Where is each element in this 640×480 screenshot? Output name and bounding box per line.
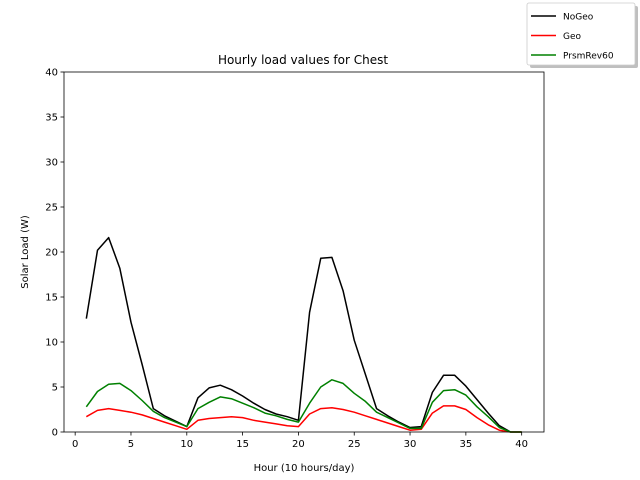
axes-layer: 0 5 10 15 20 25 30 35 40 0 5 10 15 20 25 30 35 40 (45, 68, 545, 450)
x-tick-label: 25 (348, 439, 361, 450)
series-line-geo (85, 405, 522, 433)
y-tick-label: 10 (45, 338, 58, 349)
plot-area (64, 72, 544, 432)
y-tick-label: 15 (45, 293, 58, 304)
chart-title: Hourly load values for Chest (218, 53, 388, 67)
y-tick-label: 5 (52, 383, 58, 394)
x-tick-label: 0 (72, 439, 78, 450)
series-layer (85, 236, 522, 433)
y-tick-label: 40 (45, 68, 58, 79)
legend-label-prsmrev60: PrsmRev60 (563, 52, 614, 62)
x-tick-label: 30 (404, 439, 417, 450)
legend-box (526, 2, 636, 66)
y-tick-label: 35 (45, 113, 58, 124)
y-tick-label: 30 (45, 158, 58, 169)
legend: NoGeo Geo PrsmRev60 (526, 2, 638, 68)
x-tick-label: 35 (459, 439, 472, 450)
series-line-prsmrev60 (85, 379, 522, 433)
y-tick-label: 0 (52, 428, 58, 439)
x-tick-label: 15 (236, 439, 249, 450)
y-tick-label: 25 (45, 203, 58, 214)
y-axis-label: Solar Load (W) (20, 215, 31, 289)
x-axis-label: Hour (10 hours/day) (254, 463, 355, 474)
x-tick-label: 10 (180, 439, 193, 450)
x-tick-label: 20 (292, 439, 305, 450)
series-line-nogeo (85, 236, 522, 433)
x-tick-label: 40 (515, 439, 528, 450)
y-tick-label: 20 (45, 248, 58, 259)
x-tick-label: 5 (128, 439, 134, 450)
legend-label-nogeo: NoGeo (563, 13, 594, 23)
legend-label-geo: Geo (563, 32, 582, 42)
